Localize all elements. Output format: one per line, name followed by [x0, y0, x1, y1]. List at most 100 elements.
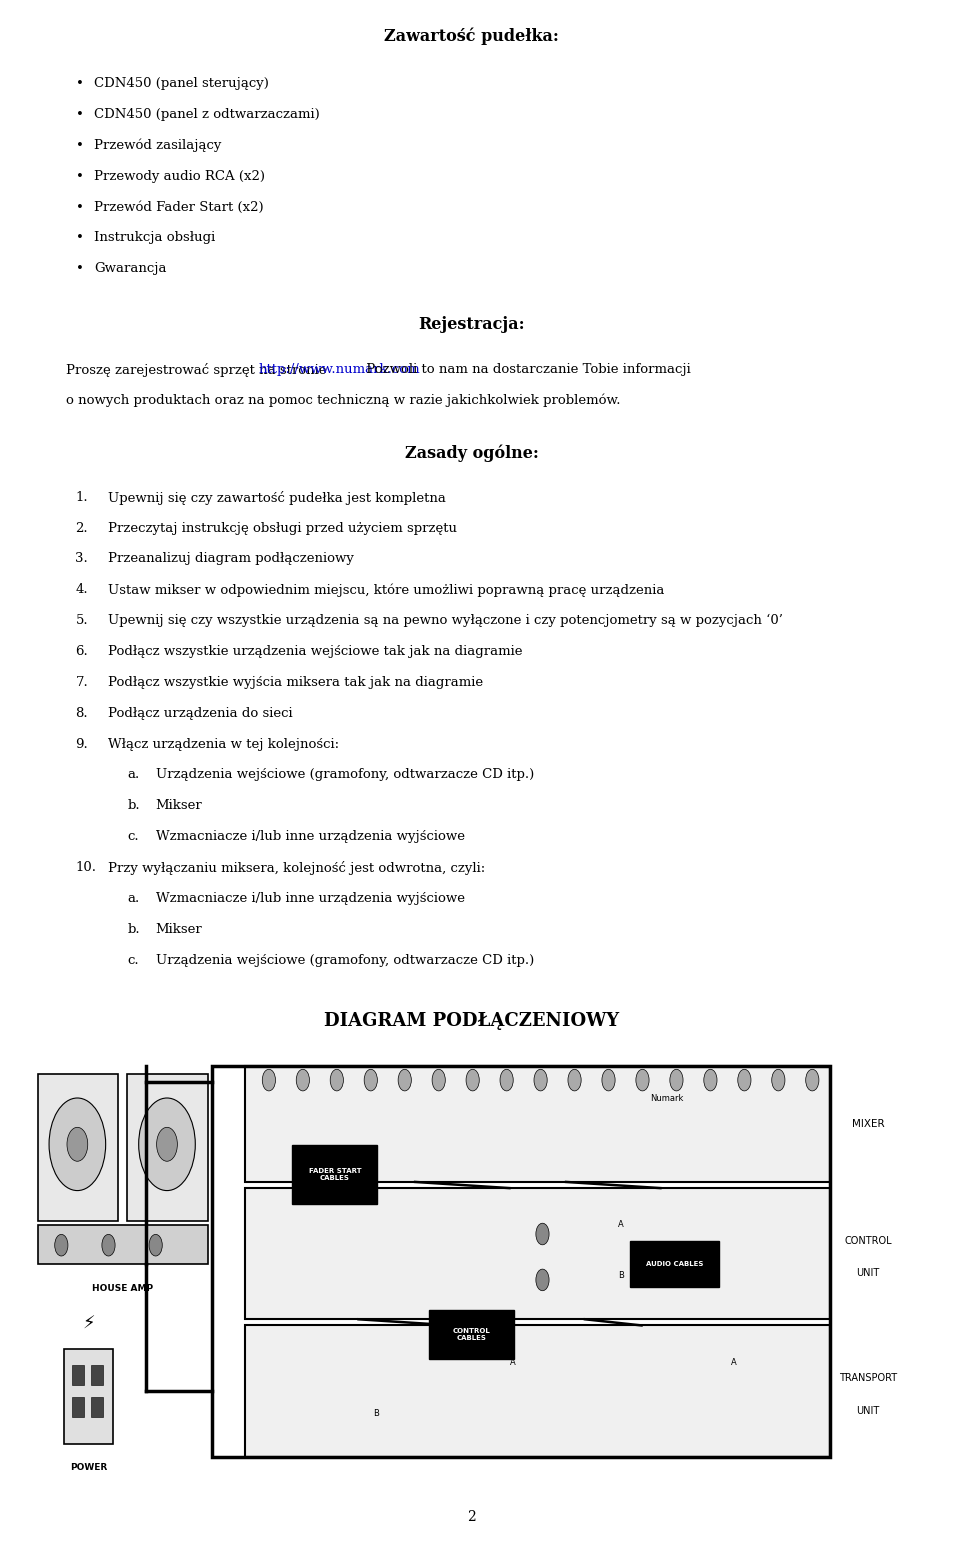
Bar — [630, 1241, 719, 1287]
Circle shape — [500, 1069, 514, 1091]
Bar — [37, 1074, 118, 1221]
Text: CONTROL: CONTROL — [844, 1236, 892, 1245]
Bar — [72, 1398, 84, 1418]
Bar — [293, 1145, 377, 1204]
Circle shape — [432, 1069, 445, 1091]
Text: Przeanalizuj diagram podłączeniowy: Przeanalizuj diagram podłączeniowy — [108, 552, 354, 565]
Text: a.: a. — [128, 768, 139, 781]
Bar — [246, 1325, 830, 1457]
Text: ⚡: ⚡ — [83, 1315, 95, 1333]
Bar — [72, 1366, 84, 1386]
Text: B: B — [618, 1271, 624, 1281]
Circle shape — [805, 1069, 819, 1091]
Text: •: • — [76, 201, 84, 213]
Bar — [212, 1066, 830, 1457]
Text: TRANSPORT: TRANSPORT — [839, 1373, 897, 1383]
Text: c.: c. — [128, 830, 139, 842]
Bar — [37, 1225, 207, 1264]
Text: Gwarancja: Gwarancja — [94, 262, 167, 275]
Text: 4.: 4. — [76, 583, 88, 596]
Circle shape — [138, 1099, 195, 1191]
Circle shape — [670, 1069, 684, 1091]
Text: http://www.numark.com: http://www.numark.com — [258, 363, 420, 375]
Text: DIAGRAM PODŁĄCZENIOWY: DIAGRAM PODŁĄCZENIOWY — [324, 1012, 619, 1031]
Text: Numark: Numark — [650, 1094, 684, 1103]
Text: Urządzenia wejściowe (gramofony, odtwarzacze CD itp.): Urządzenia wejściowe (gramofony, odtwarz… — [156, 954, 534, 966]
Text: Przewód Fader Start (x2): Przewód Fader Start (x2) — [94, 201, 264, 213]
Text: HOUSE AMP: HOUSE AMP — [92, 1284, 154, 1293]
Circle shape — [536, 1270, 549, 1291]
Circle shape — [536, 1224, 549, 1245]
Text: UNIT: UNIT — [856, 1406, 879, 1415]
Bar — [128, 1074, 207, 1221]
Text: AUDIO CABLES: AUDIO CABLES — [646, 1261, 704, 1267]
Circle shape — [330, 1069, 344, 1091]
Text: Pozwoli to nam na dostarczanie Tobie informacji: Pozwoli to nam na dostarczanie Tobie inf… — [362, 363, 690, 375]
Text: •: • — [76, 231, 84, 244]
Text: Przewód zasilający: Przewód zasilający — [94, 139, 222, 153]
Text: •: • — [76, 77, 84, 89]
Text: A: A — [618, 1221, 624, 1230]
Text: •: • — [76, 262, 84, 275]
Text: Proszę zarejestrować sprzęt na stronie: Proszę zarejestrować sprzęt na stronie — [66, 363, 331, 376]
Bar — [246, 1188, 830, 1319]
Text: 8.: 8. — [76, 707, 88, 719]
Circle shape — [602, 1069, 615, 1091]
Text: 9.: 9. — [76, 738, 88, 750]
Text: 1.: 1. — [76, 491, 88, 503]
Text: Upewnij się czy zawartość pudełka jest kompletna: Upewnij się czy zawartość pudełka jest k… — [108, 491, 446, 505]
Circle shape — [398, 1069, 411, 1091]
Circle shape — [67, 1128, 87, 1162]
Circle shape — [262, 1069, 276, 1091]
Text: Przy wyłączaniu miksera, kolejność jest odwrotna, czyli:: Przy wyłączaniu miksera, kolejność jest … — [108, 861, 486, 875]
Circle shape — [772, 1069, 785, 1091]
Circle shape — [738, 1069, 751, 1091]
Text: Ustaw mikser w odpowiednim miejscu, które umożliwi poprawną pracę urządzenia: Ustaw mikser w odpowiednim miejscu, któr… — [108, 583, 665, 597]
Text: Włącz urządzenia w tej kolejności:: Włącz urządzenia w tej kolejności: — [108, 738, 340, 750]
Text: Urządzenia wejściowe (gramofony, odtwarzacze CD itp.): Urządzenia wejściowe (gramofony, odtwarz… — [156, 768, 534, 781]
Text: 10.: 10. — [76, 861, 96, 873]
Circle shape — [534, 1069, 547, 1091]
Text: •: • — [76, 139, 84, 151]
Circle shape — [568, 1069, 581, 1091]
Circle shape — [49, 1099, 106, 1191]
Text: •: • — [76, 108, 84, 120]
Circle shape — [466, 1069, 479, 1091]
Bar — [246, 1066, 830, 1182]
Circle shape — [149, 1234, 162, 1256]
Text: o nowych produktach oraz na pomoc techniczną w razie jakichkolwiek problemów.: o nowych produktach oraz na pomoc techni… — [66, 393, 620, 407]
Circle shape — [156, 1128, 178, 1162]
Circle shape — [55, 1234, 68, 1256]
Text: Rejestracja:: Rejestracja: — [419, 316, 525, 333]
Bar — [64, 1349, 113, 1444]
Text: Upewnij się czy wszystkie urządzenia są na pewno wyłączone i czy potencjometry s: Upewnij się czy wszystkie urządzenia są … — [108, 614, 783, 628]
Text: CONTROL
CABLES: CONTROL CABLES — [453, 1329, 491, 1341]
Text: 2.: 2. — [76, 522, 88, 534]
Text: •: • — [76, 170, 84, 182]
Text: b.: b. — [128, 923, 140, 935]
Text: Wzmacniacze i/lub inne urządzenia wyjściowe: Wzmacniacze i/lub inne urządzenia wyjści… — [156, 830, 465, 842]
Text: Instrukcja obsługi: Instrukcja obsługi — [94, 231, 216, 244]
Text: Podłącz urządzenia do sieci: Podłącz urządzenia do sieci — [108, 707, 293, 719]
Text: A: A — [510, 1358, 516, 1367]
Text: 7.: 7. — [76, 676, 88, 688]
Circle shape — [636, 1069, 649, 1091]
Text: 3.: 3. — [76, 552, 88, 565]
Text: FADER START
CABLES: FADER START CABLES — [308, 1168, 361, 1180]
Text: Podłącz wszystkie urządzenia wejściowe tak jak na diagramie: Podłącz wszystkie urządzenia wejściowe t… — [108, 645, 523, 657]
Text: Mikser: Mikser — [156, 923, 203, 935]
Text: 6.: 6. — [76, 645, 88, 657]
Circle shape — [102, 1234, 115, 1256]
Text: Zasady ogólne:: Zasady ogólne: — [405, 444, 539, 461]
Text: B: B — [372, 1409, 378, 1418]
Circle shape — [297, 1069, 309, 1091]
Circle shape — [364, 1069, 377, 1091]
Text: b.: b. — [128, 799, 140, 812]
Text: 2: 2 — [468, 1511, 476, 1524]
Circle shape — [704, 1069, 717, 1091]
Text: Przewody audio RCA (x2): Przewody audio RCA (x2) — [94, 170, 265, 182]
Text: MIXER: MIXER — [852, 1119, 884, 1129]
Text: a.: a. — [128, 892, 139, 904]
Text: UNIT: UNIT — [856, 1268, 879, 1278]
Text: CDN450 (panel z odtwarzaczami): CDN450 (panel z odtwarzaczami) — [94, 108, 320, 120]
